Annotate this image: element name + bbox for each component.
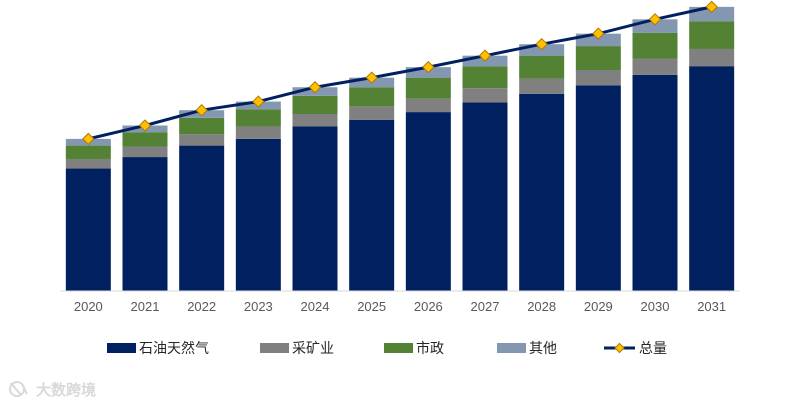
bar-segment-2029-s1 xyxy=(575,70,621,86)
bar-segment-2024-s0 xyxy=(292,126,338,291)
bar-segment-2025-s1 xyxy=(349,106,395,120)
bar-segment-2026-s0 xyxy=(405,112,451,291)
bar-segment-2027-s2 xyxy=(462,66,508,89)
total-marker-2031 xyxy=(705,0,718,14)
bar-segment-2027-s1 xyxy=(462,88,508,103)
legend-swatch-0 xyxy=(107,343,136,353)
x-tick-label-2029: 2029 xyxy=(584,299,613,314)
total-marker-2024 xyxy=(308,81,322,94)
bar-segment-2027-s0 xyxy=(462,102,508,291)
bar-segment-2020-s1 xyxy=(65,158,111,169)
x-tick-label-2027: 2027 xyxy=(471,299,500,314)
total-marker-2030 xyxy=(648,13,662,26)
legend-label-4: 总量 xyxy=(639,341,667,357)
bar-segment-2031-s1 xyxy=(689,48,735,67)
total-line-path xyxy=(87,5,712,141)
x-tick-label-2025: 2025 xyxy=(357,299,386,314)
bar-segment-2024-s2 xyxy=(292,95,338,115)
bar-segment-2031-s2 xyxy=(689,21,735,49)
x-tick-label-2020: 2020 xyxy=(74,299,103,314)
total-marker-2028 xyxy=(535,37,548,51)
x-tick-label-2021: 2021 xyxy=(131,299,160,314)
bar-marks xyxy=(65,6,735,292)
bar-segment-2030-s2 xyxy=(632,32,678,59)
x-tick-label-2024: 2024 xyxy=(301,299,330,314)
legend-label-2: 市政 xyxy=(416,340,444,357)
total-marker-2025 xyxy=(365,71,378,84)
bar-segment-2023-s1 xyxy=(235,126,281,139)
bar-segment-2025-s2 xyxy=(349,87,395,107)
bar-segment-2026-s1 xyxy=(405,98,451,113)
legend-label-0: 石油天然气 xyxy=(139,340,209,357)
legend-swatch-1 xyxy=(260,343,289,353)
legend-swatch-3 xyxy=(497,343,526,353)
watermark: 大数跨境 xyxy=(9,381,96,399)
x-tick-label-2028: 2028 xyxy=(527,299,556,314)
total-marker-2026 xyxy=(422,60,435,74)
total-marker-2023 xyxy=(252,95,265,108)
watermark-text: 大数跨境 xyxy=(36,381,96,399)
bar-segment-2021-s2 xyxy=(122,132,168,147)
bar-segment-2024-s1 xyxy=(292,114,338,127)
bar-segment-2031-s0 xyxy=(689,66,735,292)
bar-segment-2023-s0 xyxy=(235,138,281,291)
x-tick-label-2026: 2026 xyxy=(414,299,443,314)
bar-segment-2026-s2 xyxy=(405,77,451,99)
watermark-logo-mark xyxy=(10,382,28,396)
x-tick-label-2031: 2031 xyxy=(697,299,726,314)
bar-segment-2030-s0 xyxy=(632,74,678,291)
bar-segment-2023-s2 xyxy=(235,109,281,127)
bar-segment-2029-s2 xyxy=(575,46,621,71)
bar-segment-2030-s1 xyxy=(632,58,678,75)
total-marker-2022 xyxy=(195,103,208,117)
x-tick-label-2023: 2023 xyxy=(244,299,273,314)
bar-segment-2022-s2 xyxy=(179,117,225,135)
bar-segment-2020-s0 xyxy=(65,168,111,291)
total-marker-2029 xyxy=(592,27,605,40)
x-tick-labels: 2020 2021 2022 2023 2024 2025 2026 2027 2028 2029… xyxy=(74,299,726,314)
bar-segment-2020-s2 xyxy=(65,145,111,159)
total-line-series xyxy=(82,0,718,146)
bar-segment-2025-s0 xyxy=(349,119,395,291)
total-marker-2020 xyxy=(82,132,95,146)
bar-segment-2028-s0 xyxy=(519,93,565,292)
bar-segment-2022-s0 xyxy=(179,145,225,291)
x-tick-label-2030: 2030 xyxy=(641,299,670,314)
legend-label-3: 其他 xyxy=(529,341,557,357)
total-marker-2021 xyxy=(138,119,152,132)
bar-segment-2021-s1 xyxy=(122,146,168,158)
bar-segment-2029-s0 xyxy=(575,85,621,291)
legend-swatch-2 xyxy=(384,343,413,353)
legend: 石油天然气 采矿业 市政 其他 总量 xyxy=(107,340,667,357)
total-marker-2027 xyxy=(478,49,492,62)
legend-label-1: 采矿业 xyxy=(292,341,334,357)
bar-segment-2028-s1 xyxy=(519,78,565,94)
legend-marker-swatch xyxy=(614,342,625,354)
bar-segment-2028-s2 xyxy=(519,55,565,79)
bar-segment-2021-s0 xyxy=(122,157,168,291)
x-tick-label-2022: 2022 xyxy=(187,299,216,314)
bar-segment-2022-s1 xyxy=(179,134,225,146)
